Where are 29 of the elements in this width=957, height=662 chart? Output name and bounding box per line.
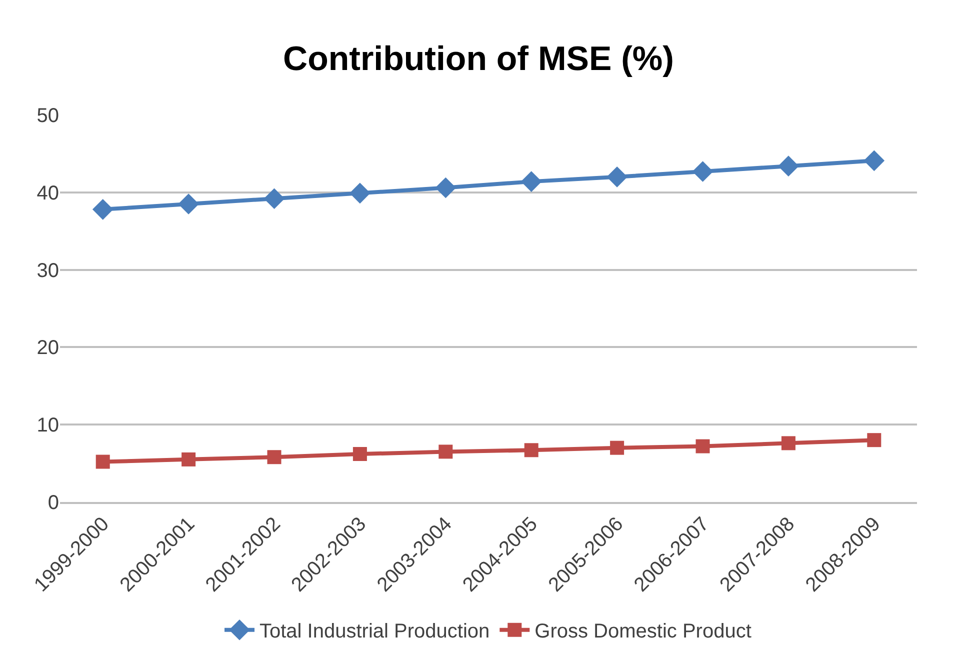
point xyxy=(264,188,285,209)
y-tick-label: 30 xyxy=(36,260,59,282)
point xyxy=(696,439,710,454)
point xyxy=(435,177,456,198)
point xyxy=(520,171,542,192)
point xyxy=(267,450,282,464)
legend-label: Gross Domestic Product xyxy=(534,620,752,643)
point xyxy=(438,444,453,459)
point xyxy=(692,161,714,182)
point xyxy=(606,166,628,188)
chart-title: Contribution of MSE (%) xyxy=(283,40,674,78)
point xyxy=(92,199,114,220)
point xyxy=(524,443,538,458)
point xyxy=(867,433,882,448)
y-tick-label: 50 xyxy=(36,105,59,127)
y-tick-label: 0 xyxy=(48,492,59,514)
point xyxy=(350,182,370,204)
point xyxy=(610,440,624,455)
point xyxy=(781,436,796,450)
y-tick-label: 10 xyxy=(36,414,59,437)
point xyxy=(778,156,799,176)
y-tick-label: 40 xyxy=(36,182,59,204)
point xyxy=(864,150,885,172)
point xyxy=(178,194,199,214)
point xyxy=(96,454,110,469)
legend-label: Total Industrial Production xyxy=(260,620,490,643)
point xyxy=(182,452,196,466)
y-tick-label: 20 xyxy=(36,337,59,360)
point xyxy=(352,447,367,462)
